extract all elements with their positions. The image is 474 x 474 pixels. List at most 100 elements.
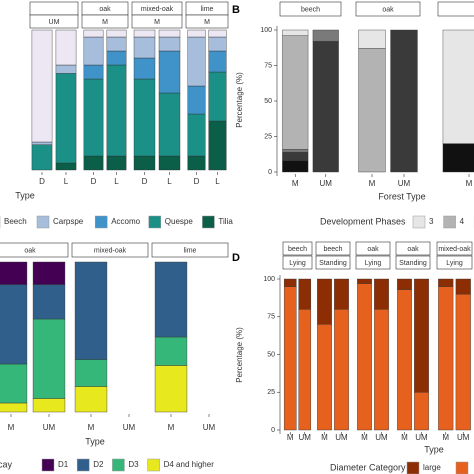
- x-tick-label: UM: [398, 179, 411, 188]
- bar-segment: [317, 324, 332, 431]
- strip: [71, 242, 149, 258]
- bar-segment: [0, 402, 28, 413]
- bar-segment: [31, 29, 53, 143]
- strip: [0, 242, 69, 258]
- bar-segment: [282, 35, 309, 150]
- bar-segment: [298, 309, 312, 431]
- panel-label: B: [232, 4, 240, 16]
- bar-segment: [0, 284, 28, 365]
- x-tick-label: D: [194, 177, 200, 186]
- strip: [355, 255, 391, 270]
- bar-segment: [106, 64, 127, 157]
- bar-segment: [83, 36, 104, 66]
- bar-segment: [106, 50, 127, 66]
- legend-label: Accomo: [111, 217, 140, 226]
- bar-segment: [0, 261, 28, 285]
- bar-segment: [32, 261, 66, 285]
- bar-segment: [32, 398, 66, 413]
- x-axis-title: Type: [85, 436, 105, 446]
- bar-segment: [374, 309, 389, 431]
- strip: [151, 242, 229, 258]
- legend-swatch: [148, 215, 162, 229]
- legend-swatch: [36, 215, 50, 229]
- x-axis-title: Forest Type: [378, 191, 425, 201]
- bar-segment: [32, 284, 66, 320]
- legend-swatch: [76, 458, 90, 472]
- x-tick-label: M: [321, 433, 328, 442]
- strip: [395, 255, 431, 270]
- x-tick-label: UM: [299, 433, 312, 442]
- bar-segment: [154, 336, 188, 366]
- bar-segment: [374, 278, 389, 310]
- strip: [436, 255, 473, 270]
- bar-segment: [208, 50, 227, 73]
- bar-segment: [83, 155, 104, 171]
- strip-label: oak: [407, 246, 419, 253]
- bar-segment: [282, 151, 309, 161]
- legend-label: large: [423, 463, 441, 472]
- legend-label: Quespe: [165, 217, 194, 226]
- legend-swatch: [202, 215, 215, 229]
- y-tick-label: 0: [271, 427, 275, 434]
- bar-segment: [317, 278, 332, 325]
- legend-swatch: [455, 461, 469, 474]
- legend-title: cay: [0, 459, 13, 469]
- strip: [355, 241, 391, 256]
- strip-label: lime: [201, 6, 214, 13]
- x-tick-label: L: [64, 177, 69, 186]
- x-tick-label: UM: [375, 433, 388, 442]
- bar-segment: [455, 278, 471, 295]
- bar-segment: [282, 29, 309, 36]
- strip: [131, 14, 183, 29]
- x-axis-title: Type: [15, 190, 35, 200]
- strip-label: beech: [288, 246, 307, 253]
- strip: [81, 14, 129, 29]
- y-tick-label: 75: [267, 314, 275, 321]
- bar-segment: [187, 85, 206, 115]
- bar-segment: [83, 78, 104, 157]
- bar-segment: [83, 64, 104, 80]
- bar-segment: [312, 41, 339, 173]
- y-tick-label: 50: [267, 351, 275, 358]
- bar-segment: [158, 36, 181, 52]
- bar-segment: [158, 92, 181, 157]
- legend-title: Development Phases: [320, 216, 406, 226]
- y-tick-label: 0: [268, 169, 272, 176]
- y-tick-label: 25: [267, 389, 275, 396]
- strip: [282, 255, 313, 270]
- strip-label: Lying: [446, 260, 463, 267]
- legend-label: D2: [93, 460, 104, 469]
- x-tick-label: UM: [335, 433, 348, 442]
- bar-segment: [357, 278, 372, 284]
- strip: [282, 241, 313, 256]
- x-tick-label: M: [168, 423, 175, 432]
- bar-segment: [32, 318, 66, 399]
- bar-segment: [0, 363, 28, 404]
- strip: [185, 14, 229, 29]
- bar-segment: [282, 149, 309, 153]
- bar-segment: [414, 392, 429, 431]
- bar-segment: [187, 155, 206, 171]
- legend-label: Beech: [4, 217, 27, 226]
- bar-segment: [106, 29, 127, 38]
- strip-label: oak: [24, 247, 36, 254]
- legend-swatch: [41, 458, 55, 472]
- strip-label: oak: [367, 246, 379, 253]
- bar-segment: [31, 144, 53, 171]
- bar-segment: [397, 278, 412, 290]
- strip-label: M: [204, 19, 210, 26]
- strip-label: mixed-oak: [141, 6, 174, 13]
- x-tick-label: L: [167, 177, 172, 186]
- x-axis-title: Type: [424, 444, 444, 454]
- x-tick-label: M: [466, 179, 473, 188]
- bar-segment: [154, 261, 188, 338]
- strip-label: Standing: [319, 260, 347, 267]
- strip-label: mixed-oak: [94, 247, 127, 254]
- legend-swatch: [94, 215, 108, 229]
- bar-segment: [358, 29, 386, 49]
- bar-segment: [83, 29, 104, 38]
- bar-segment: [283, 278, 297, 287]
- bar-segment: [55, 64, 77, 74]
- bar-segment: [133, 78, 156, 157]
- bar-segment: [133, 36, 156, 59]
